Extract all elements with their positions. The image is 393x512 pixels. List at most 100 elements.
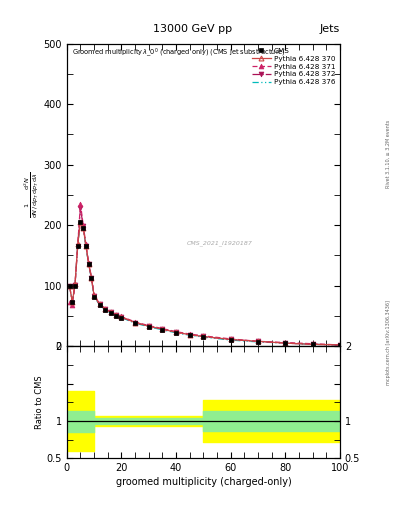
Pythia 6.428 376 bbox=[84, 243, 88, 249]
CMS bbox=[119, 315, 124, 321]
Pythia 6.428 370 bbox=[201, 333, 206, 339]
Pythia 6.428 376 bbox=[201, 334, 206, 340]
Pythia 6.428 372 bbox=[103, 306, 107, 312]
Pythia 6.428 370 bbox=[73, 282, 77, 288]
Pythia 6.428 371 bbox=[133, 319, 138, 325]
Pythia 6.428 370 bbox=[133, 319, 138, 326]
Pythia 6.428 376 bbox=[174, 330, 178, 336]
Y-axis label: Ratio to CMS: Ratio to CMS bbox=[35, 375, 44, 429]
Pythia 6.428 370 bbox=[338, 342, 342, 348]
Pythia 6.428 371 bbox=[187, 331, 192, 337]
Text: 13000 GeV pp: 13000 GeV pp bbox=[153, 24, 232, 34]
Pythia 6.428 376 bbox=[70, 299, 75, 305]
Pythia 6.428 376 bbox=[103, 307, 107, 313]
CMS bbox=[256, 339, 261, 345]
Pythia 6.428 370 bbox=[310, 342, 315, 348]
CMS bbox=[283, 340, 288, 346]
Pythia 6.428 376 bbox=[92, 293, 97, 300]
Pythia 6.428 371 bbox=[89, 273, 94, 280]
Pythia 6.428 372 bbox=[70, 300, 75, 306]
Text: CMS_2021_I1920187: CMS_2021_I1920187 bbox=[187, 241, 253, 246]
Pythia 6.428 371 bbox=[108, 309, 113, 315]
CMS bbox=[70, 299, 75, 305]
Pythia 6.428 371 bbox=[114, 312, 118, 318]
CMS bbox=[75, 243, 80, 249]
Pythia 6.428 371 bbox=[174, 329, 178, 335]
Pythia 6.428 372 bbox=[256, 338, 261, 345]
CMS bbox=[89, 275, 94, 282]
Pythia 6.428 370 bbox=[160, 326, 165, 332]
Pythia 6.428 372 bbox=[75, 243, 80, 249]
Pythia 6.428 370 bbox=[81, 224, 86, 230]
Pythia 6.428 370 bbox=[67, 283, 72, 289]
Text: mcplots.cern.ch [arXiv:1306.3436]: mcplots.cern.ch [arXiv:1306.3436] bbox=[386, 301, 391, 386]
Pythia 6.428 371 bbox=[283, 339, 288, 346]
Pythia 6.428 376 bbox=[119, 315, 124, 321]
Pythia 6.428 376 bbox=[256, 339, 261, 345]
Pythia 6.428 370 bbox=[119, 314, 124, 320]
Pythia 6.428 372 bbox=[119, 314, 124, 320]
CMS bbox=[228, 337, 233, 343]
Pythia 6.428 372 bbox=[146, 323, 151, 329]
CMS bbox=[133, 320, 138, 326]
Pythia 6.428 372 bbox=[86, 261, 91, 267]
CMS bbox=[174, 330, 178, 336]
CMS bbox=[84, 243, 88, 249]
Pythia 6.428 370 bbox=[70, 299, 75, 305]
Pythia 6.428 372 bbox=[92, 293, 97, 299]
Pythia 6.428 372 bbox=[78, 205, 83, 211]
Pythia 6.428 371 bbox=[103, 306, 107, 312]
Pythia 6.428 376 bbox=[160, 327, 165, 333]
Pythia 6.428 370 bbox=[84, 243, 88, 249]
Pythia 6.428 371 bbox=[92, 292, 97, 298]
Pythia 6.428 376 bbox=[97, 302, 102, 308]
Y-axis label: $\frac{1}{\mathrm{d}N\,/\,\mathrm{d}p_T}\frac{\mathrm{d}^2 N}{\mathrm{d}p_T\,\ma: $\frac{1}{\mathrm{d}N\,/\,\mathrm{d}p_T}… bbox=[22, 172, 40, 218]
Pythia 6.428 370 bbox=[89, 274, 94, 281]
Pythia 6.428 371 bbox=[73, 282, 77, 288]
Pythia 6.428 372 bbox=[283, 340, 288, 346]
CMS bbox=[81, 225, 86, 231]
Line: CMS: CMS bbox=[67, 220, 342, 347]
CMS bbox=[67, 283, 72, 289]
Pythia 6.428 372 bbox=[73, 282, 77, 288]
Pythia 6.428 376 bbox=[89, 275, 94, 282]
Pythia 6.428 376 bbox=[78, 219, 83, 225]
Pythia 6.428 371 bbox=[81, 222, 86, 228]
Pythia 6.428 371 bbox=[75, 241, 80, 247]
Pythia 6.428 370 bbox=[108, 309, 113, 315]
Pythia 6.428 371 bbox=[338, 342, 342, 348]
Pythia 6.428 370 bbox=[114, 312, 118, 318]
Pythia 6.428 376 bbox=[228, 337, 233, 343]
Pythia 6.428 371 bbox=[78, 201, 83, 207]
Pythia 6.428 376 bbox=[283, 340, 288, 346]
CMS bbox=[338, 342, 342, 348]
Text: Rivet 3.1.10, ≥ 3.2M events: Rivet 3.1.10, ≥ 3.2M events bbox=[386, 119, 391, 188]
CMS bbox=[108, 310, 113, 316]
Pythia 6.428 370 bbox=[187, 332, 192, 338]
CMS bbox=[78, 219, 83, 225]
Pythia 6.428 376 bbox=[108, 310, 113, 316]
Pythia 6.428 370 bbox=[86, 261, 91, 267]
Pythia 6.428 371 bbox=[70, 302, 75, 308]
Pythia 6.428 370 bbox=[174, 329, 178, 335]
Text: Groomed multiplicity$\,\lambda\_0^0$ (charged only) (CMS jet substructure): Groomed multiplicity$\,\lambda\_0^0$ (ch… bbox=[72, 47, 286, 59]
Pythia 6.428 372 bbox=[81, 223, 86, 229]
Pythia 6.428 376 bbox=[67, 283, 72, 289]
Pythia 6.428 372 bbox=[160, 326, 165, 332]
Pythia 6.428 376 bbox=[187, 332, 192, 338]
Pythia 6.428 371 bbox=[201, 333, 206, 339]
Pythia 6.428 372 bbox=[338, 342, 342, 348]
Pythia 6.428 371 bbox=[160, 326, 165, 332]
Pythia 6.428 371 bbox=[97, 301, 102, 307]
Pythia 6.428 370 bbox=[256, 338, 261, 345]
Pythia 6.428 371 bbox=[146, 323, 151, 329]
Pythia 6.428 371 bbox=[228, 336, 233, 342]
CMS bbox=[187, 332, 192, 338]
Pythia 6.428 372 bbox=[228, 336, 233, 343]
CMS bbox=[97, 302, 102, 308]
Pythia 6.428 372 bbox=[108, 309, 113, 315]
Pythia 6.428 376 bbox=[86, 261, 91, 267]
Pythia 6.428 370 bbox=[75, 241, 80, 247]
CMS bbox=[73, 283, 77, 289]
Pythia 6.428 372 bbox=[114, 312, 118, 318]
